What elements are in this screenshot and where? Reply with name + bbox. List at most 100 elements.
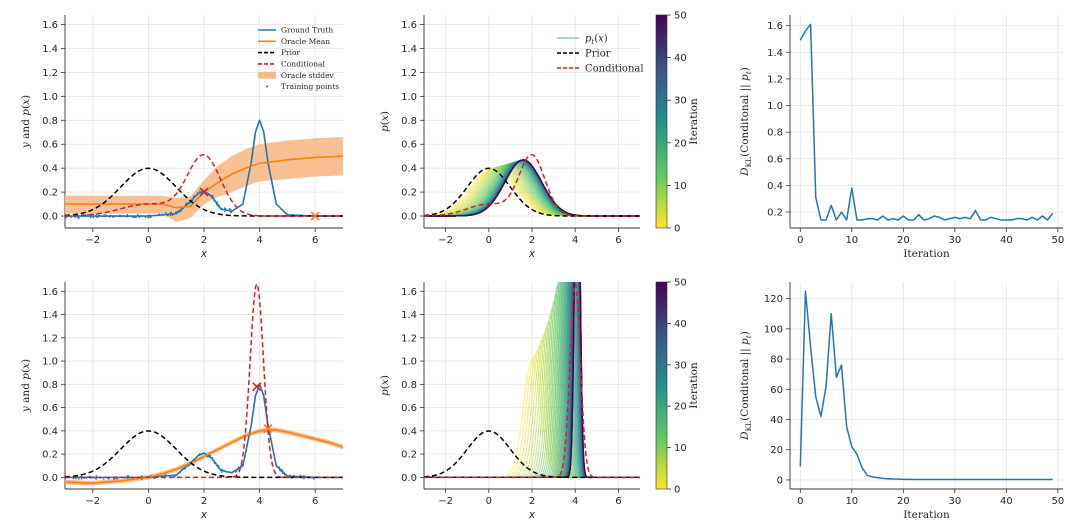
colorbar: 0 10 20 30 40 50 Iteration — [655, 11, 700, 235]
x-tick-label: 6 — [615, 235, 621, 246]
query-marker-stroke — [263, 423, 273, 434]
x-tick-label: 40 — [1000, 496, 1013, 507]
training-point — [102, 478, 105, 480]
training-point — [229, 211, 232, 214]
y-tick-label: 0.0 — [401, 473, 417, 484]
x-axis-label: x — [200, 509, 208, 521]
x-axis-label: x — [528, 248, 536, 260]
y-tick-label: 0.4 — [767, 181, 783, 192]
x-tick-label: 0 — [486, 496, 492, 507]
legend-entry: Prior — [585, 49, 611, 60]
training-point — [96, 216, 98, 219]
panel-row2-kl: 0 10 20 30 40 50 0 20 40 60 80 100 120 Iteration DKL(C… — [739, 282, 1064, 521]
training-point — [87, 213, 89, 216]
y-tick-label: 80 — [770, 355, 783, 366]
y-tick-label: 0.6 — [401, 140, 417, 151]
y-tick-label: 0.8 — [401, 116, 417, 127]
x-tick-label: 50 — [1051, 496, 1064, 507]
y-tick-label: 1.4 — [42, 310, 58, 321]
colorbar: 0 10 20 30 40 50 Iteration — [655, 278, 700, 496]
colorbar-gradient — [655, 14, 668, 229]
y-tick-label: 0.0 — [42, 212, 58, 223]
prior-curve — [65, 430, 343, 479]
training-point — [95, 213, 98, 216]
y-tick-label: 1.2 — [42, 68, 58, 79]
query-marker-stroke — [252, 382, 262, 392]
conditional-curve — [65, 282, 343, 479]
panel-row2-surrogate: −2 0 2 4 6 0.0 0.2 0.4 0.6 0.8 1.0 1.2 1.4 1.6 x y and … — [20, 282, 343, 521]
y-tick-label: 1.2 — [767, 74, 783, 85]
legend: pt(x) Prior Conditional — [557, 34, 644, 75]
y-tick-label: 40 — [770, 415, 783, 426]
training-point — [198, 190, 201, 192]
prior-curve — [424, 167, 640, 217]
x-tick-label: 0 — [797, 496, 803, 507]
y-tick-label: 1.6 — [401, 20, 417, 31]
x-tick-label: 40 — [1000, 235, 1013, 246]
y-axis-label: DKL(Conditonal || pt) — [739, 331, 753, 441]
x-tick-label: −2 — [85, 496, 100, 507]
colorbar-tick-label: 10 — [674, 181, 687, 192]
x-tick-label: 20 — [897, 235, 910, 246]
y-tick-label: 0.6 — [42, 140, 58, 151]
training-point — [78, 216, 80, 219]
y-tick-label: 0.4 — [401, 426, 417, 437]
x-tick-label: 30 — [948, 235, 961, 246]
x-tick-label: 0 — [145, 235, 151, 246]
conditional-curve — [424, 282, 640, 479]
query-marker-stroke — [310, 211, 320, 221]
legend-entry: Conditional — [585, 64, 644, 75]
x-axis-label: x — [528, 509, 536, 521]
x-tick-label: 0 — [486, 235, 492, 246]
x-tick-label: 4 — [572, 235, 578, 246]
training-point — [65, 477, 67, 480]
training-point — [65, 217, 67, 219]
query-marker — [310, 211, 320, 221]
prior-curve — [424, 430, 640, 479]
x-tick-label: 2 — [529, 496, 535, 507]
x-tick-label: 2 — [201, 235, 207, 246]
kl-divergence-line — [799, 23, 1054, 221]
training-point — [116, 477, 119, 480]
x-axis-label: Iteration — [903, 248, 950, 260]
ground-truth-line — [65, 383, 343, 479]
colorbar-tick-label: 20 — [674, 402, 687, 413]
training-point — [141, 475, 143, 477]
y-tick-label: 1.6 — [42, 20, 58, 31]
legend-entry: Prior — [281, 48, 301, 57]
panel-row2-densities: −2 0 2 4 6 0.0 0.2 0.4 0.6 0.8 1.0 1.2 1.4 1.6 x p(x) — [379, 282, 640, 521]
training-point — [174, 476, 176, 478]
x-axis-label: x — [200, 248, 208, 260]
colorbar-label: Iteration — [688, 362, 700, 409]
training-point — [103, 213, 105, 216]
training-point — [80, 478, 83, 480]
y-tick-label: 60 — [770, 385, 783, 396]
training-point — [92, 216, 95, 219]
colorbar-tick-label: 50 — [674, 11, 687, 22]
y-tick-label: 1.0 — [767, 101, 783, 112]
prior-curve — [65, 167, 343, 217]
kl-divergence-line — [799, 290, 1053, 481]
training-point — [126, 213, 129, 216]
y-tick-label: 0.2 — [767, 208, 783, 219]
training-point — [228, 208, 231, 210]
y-tick-label: 0.0 — [42, 473, 58, 484]
training-point — [165, 212, 167, 214]
colorbar-tick-label: 30 — [674, 96, 687, 107]
y-tick-label: 0.4 — [42, 426, 58, 437]
y-tick-label: 1.4 — [401, 44, 417, 55]
training-point — [223, 207, 226, 209]
x-tick-label: −2 — [85, 235, 100, 246]
training-point — [171, 214, 174, 217]
y-tick-label: 0.2 — [42, 188, 58, 199]
x-tick-label: 2 — [201, 496, 207, 507]
x-tick-label: 50 — [1051, 235, 1064, 246]
training-point — [229, 208, 232, 211]
y-tick-label: 1.4 — [401, 310, 417, 321]
y-tick-label: 1.6 — [42, 287, 58, 298]
y-tick-label: 0.2 — [401, 450, 417, 461]
legend-swatch — [266, 85, 268, 88]
colorbar-tick-label: 40 — [674, 53, 687, 64]
x-tick-label: 30 — [948, 496, 961, 507]
training-point — [169, 212, 172, 214]
